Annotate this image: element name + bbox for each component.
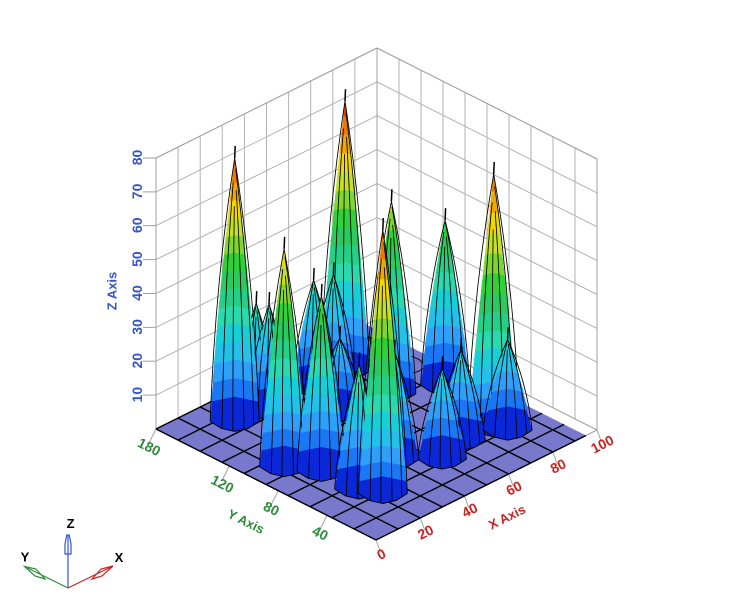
svg-text:80: 80 [261,498,282,519]
svg-text:20: 20 [129,353,145,369]
svg-text:10: 10 [129,387,145,403]
svg-text:40: 40 [459,499,480,520]
svg-text:Y: Y [21,550,30,565]
svg-text:60: 60 [129,217,145,233]
svg-text:30: 30 [129,319,145,335]
svg-text:60: 60 [503,477,524,498]
svg-text:Z: Z [67,516,75,531]
svg-text:70: 70 [129,183,145,199]
svg-text:20: 20 [415,521,436,542]
svg-text:80: 80 [129,150,145,166]
svg-text:40: 40 [310,522,331,543]
svg-text:40: 40 [129,285,145,301]
svg-text:X: X [115,550,124,565]
svg-text:Z Axis: Z Axis [105,272,120,311]
svg-text:50: 50 [129,251,145,267]
svg-text:80: 80 [548,455,569,476]
